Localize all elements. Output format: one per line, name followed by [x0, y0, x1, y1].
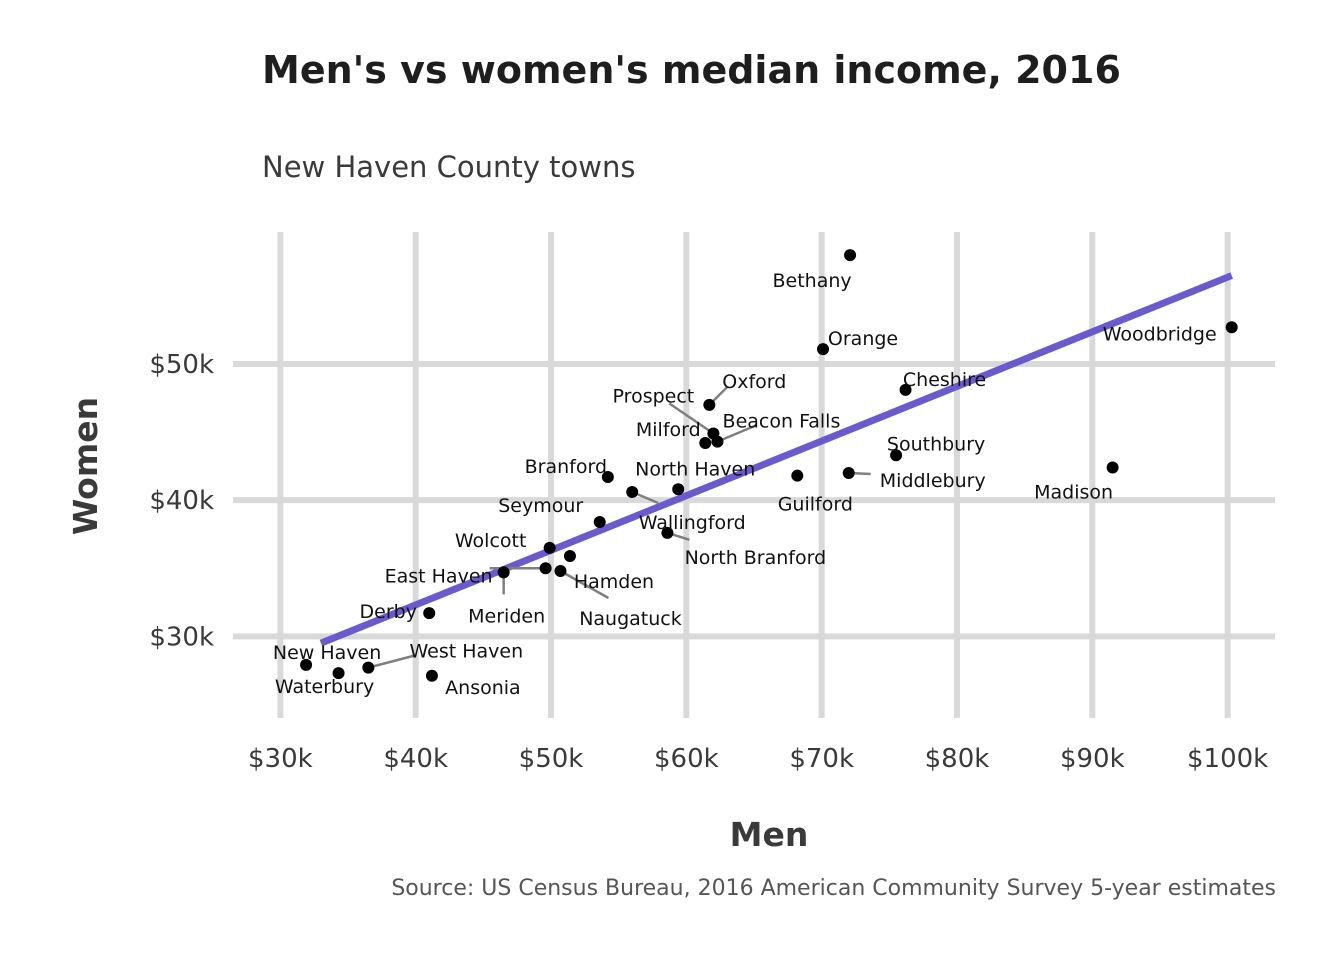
- point-label-hamden: Hamden: [574, 571, 654, 593]
- point-branford: [601, 471, 614, 484]
- trend-line: [319, 272, 1234, 647]
- x-axis-title: Men: [730, 815, 809, 854]
- point-woodbridge: [1225, 321, 1238, 334]
- point-west-haven: [362, 661, 375, 674]
- point-label-woodbridge: Woodbridge: [1103, 323, 1217, 345]
- point-orange: [817, 343, 830, 356]
- point-derby: [423, 607, 436, 620]
- point-guilford: [791, 469, 804, 482]
- point-label-naugatuck: Naugatuck: [579, 608, 682, 630]
- point-label-beacon-falls: Beacon Falls: [723, 411, 841, 433]
- point-label-southbury: Southbury: [887, 433, 985, 455]
- point-label-prospect: Prospect: [613, 385, 695, 407]
- point-label-madison: Madison: [1034, 482, 1113, 504]
- point-label-derby: Derby: [360, 601, 417, 623]
- x-tick-label: $50k: [519, 744, 584, 774]
- leader-line-prospect: [668, 402, 715, 435]
- x-tick-label: $90k: [1060, 744, 1125, 774]
- point-bethany: [844, 249, 857, 262]
- point-label-bethany: Bethany: [773, 270, 852, 292]
- point-naugatuck: [554, 564, 567, 577]
- point-east-haven: [539, 562, 552, 575]
- point-cheshire: [899, 383, 912, 396]
- x-tick-label: $40k: [383, 744, 448, 774]
- point-label-cheshire: Cheshire: [903, 369, 986, 391]
- x-tick-label: $30k: [248, 744, 313, 774]
- leader-line-naugatuck: [559, 569, 610, 600]
- point-label-waterbury: Waterbury: [275, 676, 374, 698]
- point-southbury: [890, 449, 903, 462]
- chart-title: Men's vs women's median income, 2016: [262, 48, 1121, 92]
- y-axis-title: Women: [66, 397, 105, 535]
- y-tick-label: $30k: [149, 622, 214, 652]
- point-label-wolcott: Wolcott: [455, 530, 527, 552]
- point-prospect: [707, 427, 720, 440]
- point-label-east-haven: East Haven: [385, 565, 493, 587]
- point-middlebury: [842, 466, 855, 479]
- x-tick-label: $80k: [925, 744, 990, 774]
- point-label-wallingford: Wallingford: [639, 512, 746, 534]
- leader-line-beacon-falls: [716, 424, 756, 443]
- point-label-seymour: Seymour: [498, 495, 583, 517]
- data-points: [300, 249, 1238, 682]
- point-label-milford: Milford: [636, 419, 701, 441]
- x-tick-label: $60k: [654, 744, 719, 774]
- point-label-middlebury: Middlebury: [880, 470, 986, 492]
- point-seymour: [593, 515, 606, 528]
- point-ansonia: [425, 669, 438, 682]
- point-label-orange: Orange: [828, 328, 898, 350]
- point-label-north-branford: North Branford: [685, 547, 827, 569]
- point-label-branford: Branford: [525, 456, 607, 478]
- point-madison: [1106, 461, 1119, 474]
- y-tick-label: $40k: [149, 486, 214, 516]
- point-hamden: [563, 550, 576, 562]
- point-north-branford: [661, 526, 674, 539]
- tick-labels: $30k $40k $50k $60k $70k $80k $90k $100k $30k $40…: [149, 350, 1268, 774]
- point-milford: [699, 437, 712, 450]
- x-tick-label: $70k: [789, 744, 854, 774]
- point-oxford: [703, 398, 716, 411]
- trend-layer: [319, 272, 1234, 647]
- point-wallingford: [626, 486, 639, 499]
- point-new-haven: [300, 658, 313, 671]
- chart-subtitle: New Haven County towns: [262, 150, 636, 184]
- y-tick-label: $50k: [149, 350, 214, 380]
- point-label-north-haven: North Haven: [635, 458, 755, 480]
- grid-layer: [233, 232, 1275, 718]
- point-label-ansonia: Ansonia: [445, 677, 521, 699]
- point-waterbury: [332, 667, 345, 680]
- point-label-guilford: Guilford: [778, 494, 853, 516]
- x-tick-label: $100k: [1187, 744, 1268, 774]
- point-label-west-haven: West Haven: [409, 641, 523, 663]
- point-label-meriden: Meriden: [468, 605, 545, 627]
- point-label-new-haven: New Haven: [273, 642, 381, 664]
- point-meriden: [497, 566, 510, 579]
- point-label-oxford: Oxford: [722, 371, 786, 393]
- point-wolcott: [543, 541, 556, 554]
- leader-line-west-haven: [368, 654, 415, 669]
- point-north-haven: [672, 483, 685, 496]
- chart-caption: Source: US Census Bureau, 2016 American …: [391, 876, 1276, 901]
